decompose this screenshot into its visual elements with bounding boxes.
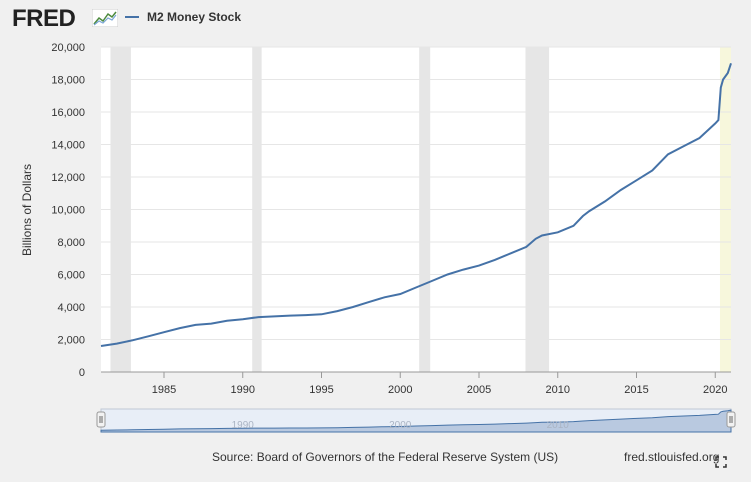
y-tick-label: 10,000 xyxy=(51,205,85,217)
y-axis-label: Billions of Dollars xyxy=(20,164,34,256)
y-tick-label: 6,000 xyxy=(57,270,85,282)
chart-legend[interactable]: M2 Money Stock xyxy=(125,10,241,24)
fullscreen-icon[interactable] xyxy=(715,456,727,468)
handle-grip xyxy=(726,411,736,428)
series-line-m2[interactable] xyxy=(100,62,732,347)
source-note: Source: Board of Governors of the Federa… xyxy=(212,450,559,464)
x-tick-label: 2020 xyxy=(703,384,727,396)
y-tick-label: 16,000 xyxy=(51,107,85,119)
y-tick-label: 8,000 xyxy=(57,237,85,249)
handle-grip xyxy=(96,411,106,428)
legend-swatch xyxy=(125,16,139,18)
navigator-handle-left[interactable] xyxy=(96,411,106,428)
range-navigator[interactable]: 1990 2000 2010 xyxy=(96,408,736,433)
x-tick-label: 2005 xyxy=(467,384,491,396)
y-tick-label: 4,000 xyxy=(57,302,85,314)
x-tick-label: 2010 xyxy=(546,384,570,396)
x-tick-label: 2000 xyxy=(388,384,412,396)
x-tick-label: 1995 xyxy=(309,384,333,396)
fred-logo[interactable]: FRED xyxy=(12,5,76,32)
fred-graph-icon xyxy=(92,9,118,27)
y-tick-label: 0 xyxy=(79,367,85,379)
navigator-series xyxy=(100,409,732,433)
chart-header: FRED M2 Money Stock xyxy=(0,0,751,38)
x-tick-label: 1990 xyxy=(231,384,255,396)
x-tick-label: 2015 xyxy=(624,384,648,396)
navigator-label: 1990 xyxy=(232,420,255,431)
y-tick-label: 12,000 xyxy=(51,172,85,184)
y-tick-label: 18,000 xyxy=(51,75,85,87)
y-tick-label: 14,000 xyxy=(51,140,85,152)
navigator-label: 2000 xyxy=(389,420,412,431)
navigator-handle-right[interactable] xyxy=(726,411,736,428)
x-tick-label: 1985 xyxy=(152,384,176,396)
navigator-label: 2010 xyxy=(547,420,570,431)
legend-label: M2 Money Stock xyxy=(147,10,242,24)
site-link[interactable]: fred.stlouisfed.org xyxy=(624,450,720,464)
y-tick-label: 20,000 xyxy=(51,42,85,54)
y-tick-label: 2,000 xyxy=(57,335,85,347)
